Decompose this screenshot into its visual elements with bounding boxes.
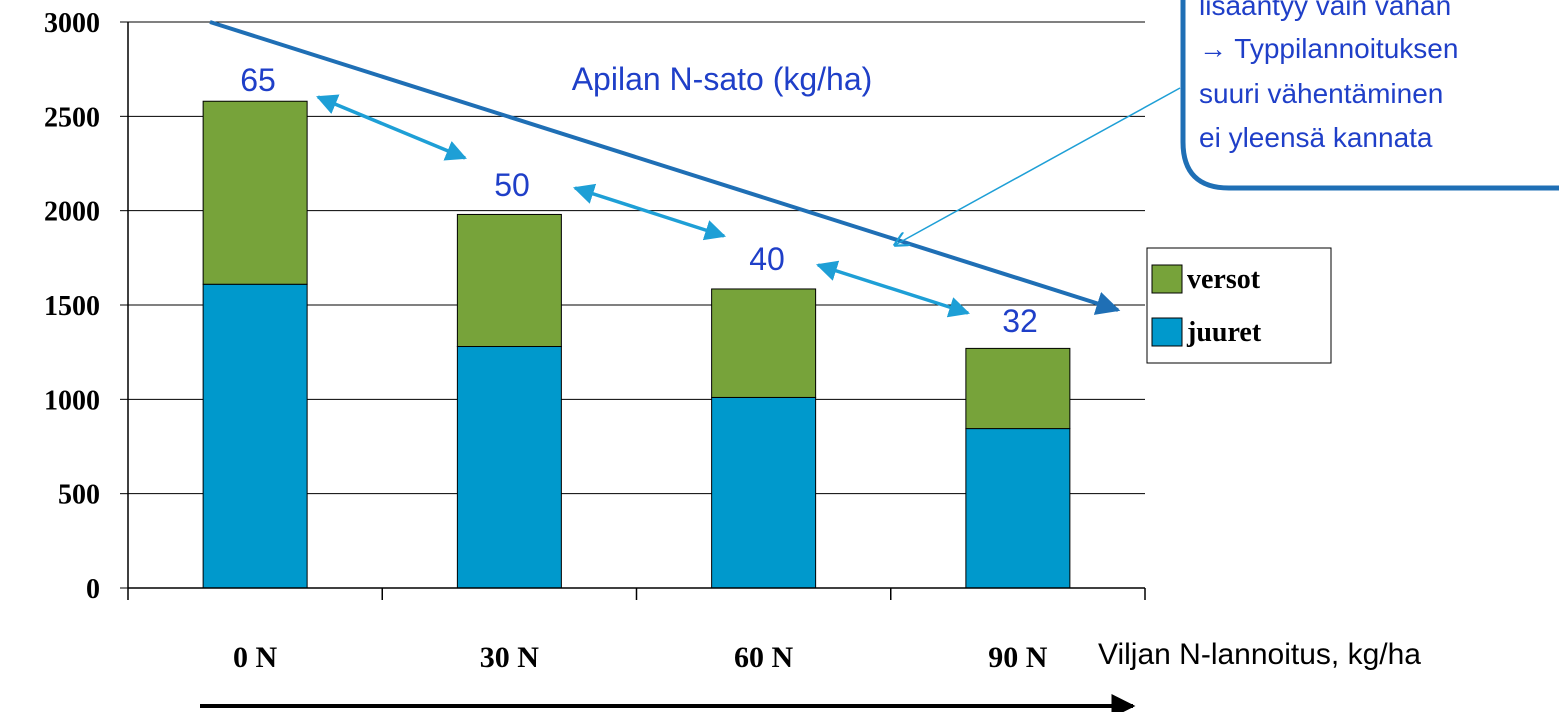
data-labels: 65 50 40 32: [240, 62, 1038, 339]
bar-juuret-0: [202, 283, 308, 589]
bar-versot-0: [202, 100, 308, 285]
y-tick-1500: 1500: [44, 291, 100, 322]
bar-juuret-3: [965, 428, 1071, 589]
axes: [127, 22, 1146, 600]
x-tick-labels: 0 N 30 N 60 N 90 N: [233, 641, 1048, 674]
data-label-1: 50: [494, 167, 530, 203]
legend-swatch-versot: [1151, 264, 1183, 294]
data-label-2: 40: [749, 241, 785, 277]
legend-label-versot: versot: [1187, 264, 1261, 295]
y-tick-labels: 0 500 1000 1500 2000 2500 3000: [44, 8, 100, 605]
pair-arrow-2: [573, 183, 726, 241]
bar-juuret-1: [456, 346, 562, 589]
bar-juuret-2: [711, 396, 817, 589]
y-tick-1000: 1000: [44, 385, 100, 416]
callout-line-4: ei yleensä kannata: [1199, 122, 1433, 153]
y-tick-0: 0: [86, 574, 100, 605]
callout-line-1: lisääntyy vain vähän: [1199, 0, 1451, 21]
data-label-0: 65: [240, 62, 276, 98]
bar-versot-3: [965, 347, 1071, 430]
bars: [202, 100, 1071, 589]
pair-arrow-1: [316, 94, 467, 161]
y-tick-500: 500: [58, 480, 100, 511]
bar-versot-2: [711, 288, 817, 398]
callout-box: lisääntyy vain vähän → Typpilannoituksen…: [1180, 0, 1559, 191]
legend: versot juuret: [1146, 247, 1332, 364]
x-tick-1: 30 N: [480, 641, 540, 674]
callout-line-3: suuri vähentäminen: [1199, 78, 1443, 109]
x-tick-0: 0 N: [233, 641, 278, 674]
x-axis-title: Viljan N-lannoitus, kg/ha: [1098, 638, 1421, 671]
n-yield-annotation: Apilan N-sato (kg/ha): [572, 61, 873, 97]
legend-swatch-juuret: [1151, 317, 1183, 347]
callout-border: [1180, 0, 1559, 191]
y-tick-2000: 2000: [44, 197, 100, 228]
legend-label-juuret: juuret: [1186, 317, 1262, 348]
data-label-3: 32: [1002, 303, 1038, 339]
y-tick-3000: 3000: [44, 8, 100, 39]
callout-pointer: [895, 87, 1181, 245]
x-tick-2: 60 N: [734, 641, 794, 674]
callout-line-2: → Typpilannoituksen: [1199, 33, 1458, 64]
bar-versot-1: [456, 213, 562, 348]
y-tick-2500: 2500: [44, 102, 100, 133]
x-tick-3: 90 N: [988, 641, 1048, 674]
pair-arrow-3: [815, 260, 971, 318]
